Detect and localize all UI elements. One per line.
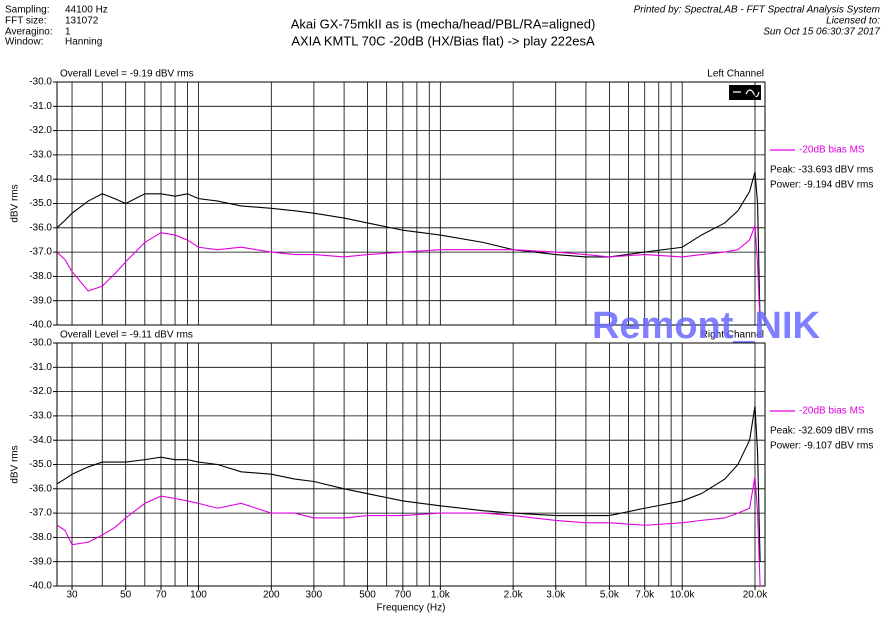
info-label: Sampling:	[5, 5, 49, 16]
y-tick-label: -35.0	[29, 198, 52, 209]
y-tick-label: -30.0	[29, 338, 52, 349]
x-axis-label: Frequency (Hz)	[377, 603, 446, 614]
info-value: 44100 Hz	[65, 5, 108, 16]
y-tick-label: -33.0	[29, 411, 52, 422]
power-label: Power: -9.194 dBV rms	[770, 180, 873, 191]
x-tick-label: 10.0k	[670, 590, 695, 601]
x-tick-label: 50	[120, 590, 132, 601]
y-tick-label: -40.0	[29, 320, 52, 331]
y-tick-label: -39.0	[29, 295, 52, 306]
watermark: Remont_NIK	[592, 305, 821, 347]
power-label: Power: -9.107 dBV rms	[770, 441, 873, 452]
x-tick-label: 1.0k	[431, 590, 451, 601]
info-label: Window:	[5, 37, 43, 48]
peak-label: Peak: -32.609 dBV rms	[770, 426, 873, 437]
y-tick-label: -34.0	[29, 435, 52, 446]
x-tick-label: 700	[395, 590, 412, 601]
y-tick-label: -32.0	[29, 125, 52, 136]
chart-title: Akai GX-75mkII as is (mecha/head/PBL/RA=…	[291, 16, 596, 31]
y-tick-label: -31.0	[29, 362, 52, 373]
x-tick-label: 7.0k	[635, 590, 655, 601]
y-tick-label: -37.0	[29, 247, 52, 258]
channel-label: Right Channel	[701, 330, 764, 341]
chart-title: AXIA KMTL 70C -20dB (HX/Bias flat) -> pl…	[291, 33, 595, 48]
y-axis-label: dBV rms	[10, 445, 21, 483]
y-tick-label: -35.0	[29, 459, 52, 470]
plot-frame	[56, 81, 766, 326]
y-tick-label: -38.0	[29, 271, 52, 282]
series-line	[57, 406, 761, 562]
y-tick-label: -33.0	[29, 150, 52, 161]
y-tick-label: -30.0	[29, 77, 52, 88]
y-tick-label: -32.0	[29, 386, 52, 397]
y-tick-label: -37.0	[29, 508, 52, 519]
y-tick-label: -36.0	[29, 483, 52, 494]
x-tick-label: 100	[190, 590, 207, 601]
legend-label: -20dB bias MS	[799, 406, 865, 417]
series-line	[57, 476, 761, 586]
toolbar-icon	[729, 85, 761, 100]
y-tick-label: -34.0	[29, 174, 52, 185]
peak-label: Peak: -33.693 dBV rms	[770, 165, 873, 176]
y-axis-label: dBV rms	[10, 184, 21, 222]
y-tick-label: -40.0	[29, 581, 52, 592]
x-tick-label: 5.0k	[600, 590, 620, 601]
info-value: 131072	[65, 16, 99, 27]
series-line	[57, 171, 761, 325]
legend-label: -20dB bias MS	[799, 145, 865, 156]
info-label: Averagino:	[5, 27, 53, 38]
printed-by: Licensed to:	[826, 16, 880, 27]
x-tick-label: 20.0k	[743, 590, 768, 601]
y-tick-label: -36.0	[29, 222, 52, 233]
y-tick-label: -38.0	[29, 532, 52, 543]
series-line	[57, 225, 761, 325]
channel-label: Left Channel	[707, 69, 764, 80]
y-tick-label: -39.0	[29, 556, 52, 567]
plot-frame	[56, 342, 766, 587]
x-tick-label: 2.0k	[504, 590, 524, 601]
x-tick-label: 30	[66, 590, 78, 601]
printed-by: Printed by: SpectraLAB - FFT Spectral An…	[634, 5, 880, 16]
y-tick-label: -31.0	[29, 101, 52, 112]
x-tick-label: 70	[155, 590, 167, 601]
printed-by: Sun Oct 15 06:30:37 2017	[763, 27, 880, 38]
x-tick-label: 300	[306, 590, 323, 601]
info-label: FFT size:	[5, 16, 46, 27]
x-tick-label: 200	[263, 590, 280, 601]
info-value: 1	[65, 27, 71, 38]
info-value: Hanning	[65, 37, 102, 48]
x-tick-label: 3.0k	[546, 590, 566, 601]
x-tick-label: 500	[359, 590, 376, 601]
overall-level: Overall Level = -9.11 dBV rms	[60, 330, 193, 341]
overall-level: Overall Level = -9.19 dBV rms	[60, 69, 194, 80]
